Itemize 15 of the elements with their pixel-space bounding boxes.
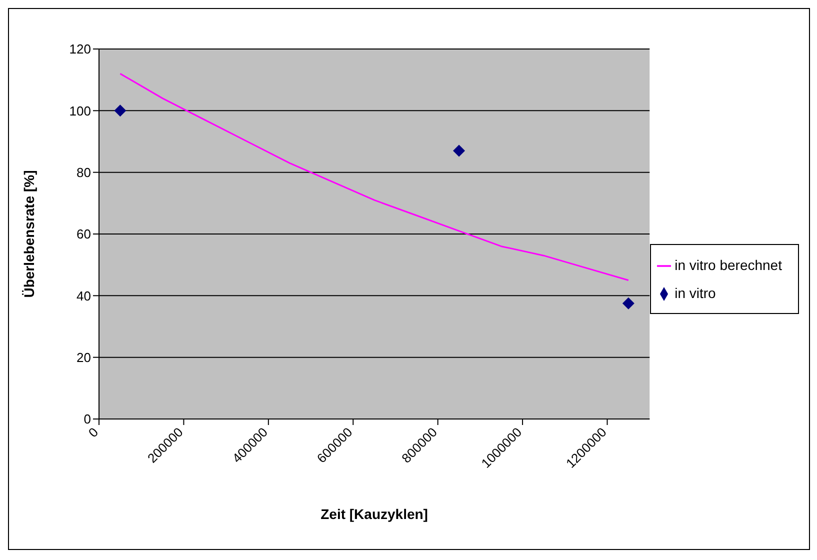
point xyxy=(622,297,634,310)
y-tick-label: 0 xyxy=(84,412,91,427)
legend-label: in vitro xyxy=(674,285,716,301)
y-axis-title: Überlebensrate [%] xyxy=(20,170,37,298)
y-tick-label: 60 xyxy=(76,226,91,242)
y-tick-label: 20 xyxy=(76,350,91,365)
y-tick-label: 100 xyxy=(69,103,91,118)
point xyxy=(114,104,126,117)
x-axis-title: Zeit [Kauzyklen] xyxy=(320,506,428,522)
line-series xyxy=(119,72,630,281)
y-tick-label: 40 xyxy=(76,288,91,304)
y-tick-label: 120 xyxy=(69,42,91,57)
legend-label: in vitro berechnet xyxy=(674,257,782,273)
y-tick-label: 80 xyxy=(76,164,91,180)
point xyxy=(453,144,466,157)
